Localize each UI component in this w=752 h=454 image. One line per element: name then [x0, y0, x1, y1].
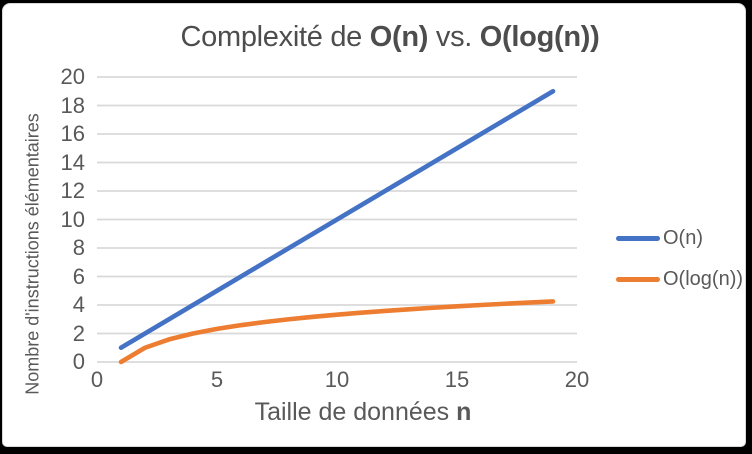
legend-swatch-icon	[616, 235, 660, 241]
y-tick-label: 4	[72, 292, 85, 317]
y-tick-label: 16	[60, 121, 85, 146]
series-line-1	[118, 299, 556, 365]
legend: O(n) O(log(n))	[616, 224, 743, 306]
series-line-0	[118, 88, 556, 351]
x-tick-label: 20	[564, 367, 590, 392]
y-tick-label: 6	[72, 263, 85, 289]
chart-panel: Complexité de O(n) vs. O(log(n)) Nombre …	[2, 3, 746, 447]
legend-swatch-icon	[616, 276, 660, 282]
y-tick-label: 18	[60, 92, 85, 118]
y-tick-label: 10	[60, 206, 85, 232]
x-axis-title-bold: n	[456, 398, 472, 426]
chart-title-bold-1: O(n)	[369, 21, 429, 53]
chart-title-text-1: Complexité de	[180, 21, 370, 53]
y-tick-label: 2	[72, 320, 85, 346]
chart-title-text-2: vs.	[428, 21, 480, 53]
y-tick-label: 12	[60, 178, 85, 203]
x-tick-label: 15	[444, 367, 470, 392]
legend-label: O(n)	[663, 226, 703, 249]
x-tick-label: 10	[324, 367, 350, 392]
legend-item: O(log(n))	[616, 265, 743, 293]
x-axis-title-text: Taille de données	[254, 398, 457, 426]
legend-item: O(n)	[616, 224, 743, 252]
y-tick-label: 14	[60, 149, 85, 175]
x-tick-label: 0	[90, 367, 104, 392]
x-axis-title: Taille de données n	[163, 398, 563, 427]
y-tick-label: 0	[72, 349, 85, 374]
chart-title-bold-2: O(log(n))	[479, 21, 600, 53]
y-tick-label: 8	[72, 235, 85, 260]
chart-title: Complexité de O(n) vs. O(log(n))	[3, 21, 745, 54]
plot-area	[97, 76, 577, 365]
legend-label: O(log(n))	[663, 267, 744, 290]
x-tick-label: 5	[210, 367, 224, 392]
y-tick-label: 20	[60, 64, 85, 89]
